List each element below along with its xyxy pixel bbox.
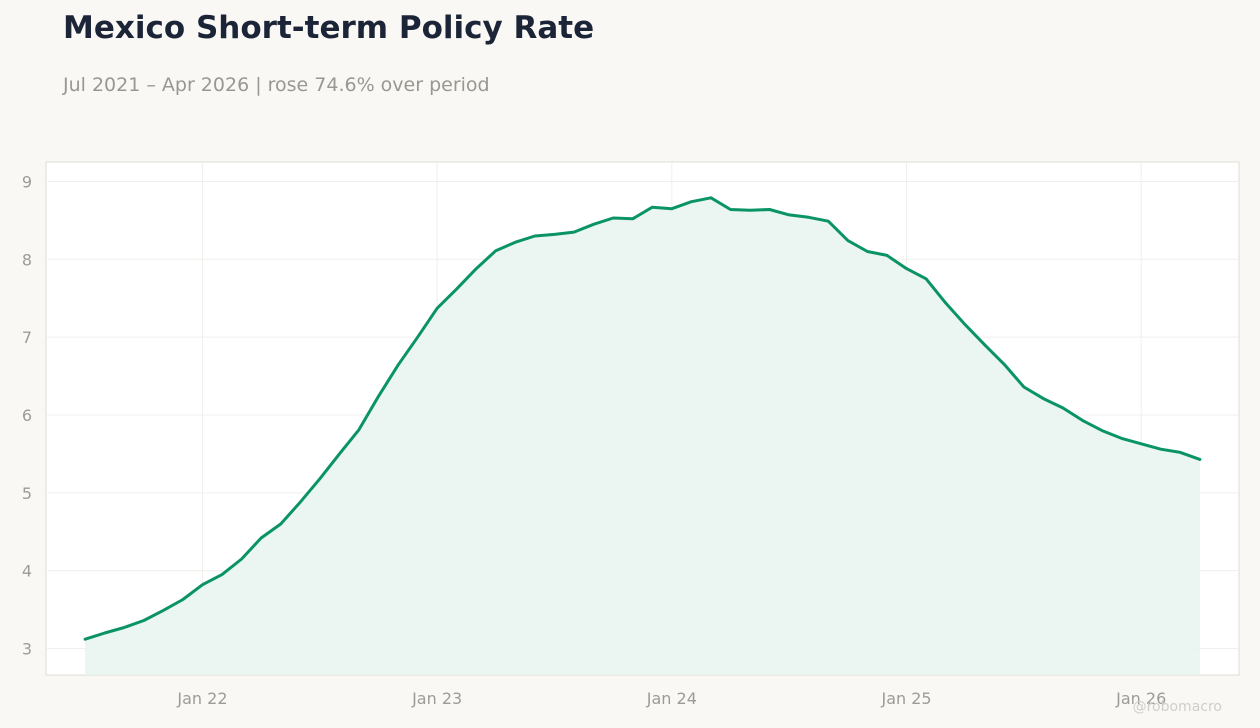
- series-line: [83, 196, 1202, 641]
- chart-title: Mexico Short-term Policy Rate: [63, 10, 595, 46]
- chart-subtitle: Jul 2021 – Apr 2026 | rose 74.6% over pe…: [63, 74, 490, 96]
- y-tick-label: 4: [22, 562, 32, 581]
- y-tick-label: 3: [22, 640, 32, 659]
- x-tick-label: Jan 25: [880, 689, 931, 708]
- y-tick-label: 6: [22, 406, 32, 425]
- x-tick-label: Jan 24: [646, 689, 697, 708]
- y-tick-label: 5: [22, 484, 32, 503]
- series-area-fill: [85, 197, 1200, 676]
- x-axis: Jan 22 Jan 23 Jan 24 Jan 25 Jan 26: [176, 689, 1166, 708]
- x-tick-label: Jan 26: [1115, 689, 1166, 708]
- y-axis: 3 4 5 6 7 8 9: [22, 172, 32, 658]
- x-tick-label: Jan 23: [411, 689, 462, 708]
- y-tick-label: 8: [22, 250, 32, 269]
- watermark-text: @robomacro: [1133, 699, 1222, 715]
- y-tick-label: 7: [22, 328, 32, 347]
- y-tick-label: 9: [22, 172, 32, 191]
- x-tick-label: Jan 22: [176, 689, 227, 708]
